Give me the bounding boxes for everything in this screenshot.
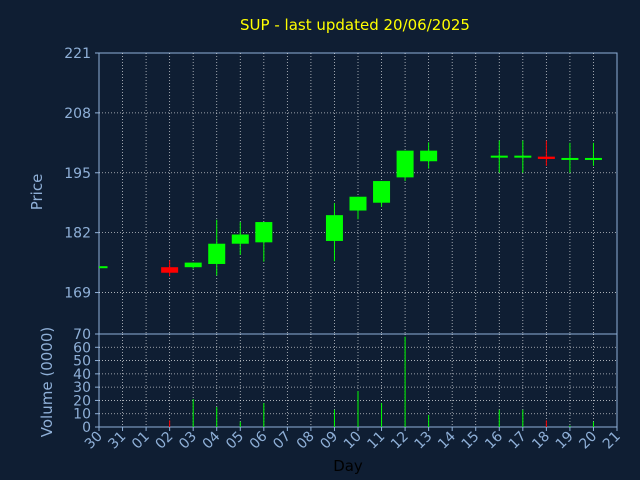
x-tick-label: 06 — [247, 428, 271, 452]
x-tick-label: 14 — [435, 428, 459, 452]
volume-y-tick-label: 50 — [73, 354, 91, 370]
candle-body — [184, 262, 202, 268]
candle-body — [99, 266, 108, 269]
candle-body — [208, 243, 226, 264]
candle-body — [349, 196, 367, 211]
x-tick-label: 03 — [176, 429, 200, 453]
candle-body — [584, 157, 602, 160]
price-candle — [208, 219, 226, 276]
price-y-tick-label: 169 — [64, 286, 91, 302]
price-candle — [231, 222, 249, 255]
price-candle — [99, 266, 108, 269]
candle-body — [490, 155, 508, 158]
x-axis-label: Day — [333, 457, 363, 475]
price-candle — [161, 260, 179, 277]
volume-y-tick-label: 0 — [82, 420, 91, 436]
x-tick-label: 08 — [294, 429, 318, 453]
chart-title: SUP - last updated 20/06/2025 — [240, 16, 470, 34]
volume-axis-label: Volume (0000) — [38, 327, 56, 437]
price-chart-panel: 169 182 195 208 221 — [64, 46, 618, 335]
x-tick-label: 11 — [364, 429, 388, 453]
candle-body — [373, 181, 391, 203]
x-tick-label: 21 — [600, 429, 624, 453]
candle-body — [325, 215, 343, 241]
price-candle — [514, 140, 532, 173]
price-y-tick-label: 182 — [64, 226, 91, 242]
volume-y-tick-label: 40 — [73, 367, 91, 383]
candle-body — [561, 157, 579, 160]
price-candle — [396, 150, 414, 182]
x-tick-label: 02 — [153, 429, 177, 453]
price-candle — [584, 142, 602, 166]
price-candle — [349, 196, 367, 220]
price-candle — [420, 142, 438, 169]
x-tick-label: 16 — [482, 428, 506, 452]
price-candle — [373, 181, 391, 207]
price-candle — [537, 140, 555, 166]
price-candle — [561, 142, 579, 173]
volume-y-tick-label: 20 — [73, 393, 91, 409]
x-tick-label: 01 — [129, 429, 153, 453]
price-y-tick-label: 221 — [64, 46, 91, 62]
price-axis-label: Price — [28, 174, 46, 211]
volume-y-tick-label: 70 — [73, 327, 91, 343]
price-candle — [255, 222, 273, 262]
volume-y-tick-label: 60 — [73, 340, 91, 356]
x-tick-label: 18 — [529, 429, 553, 453]
x-tick-label: 07 — [270, 429, 294, 453]
x-tick-label: 31 — [105, 429, 129, 453]
price-y-tick-label: 208 — [64, 106, 91, 122]
x-tick-label: 17 — [506, 429, 530, 453]
x-tick-label: 19 — [553, 429, 577, 453]
volume-chart-panel: 30 31 01 02 03 04 05 06 07 08 09 10 11 12 13 14 15 16 17 18… — [73, 327, 624, 452]
candle-body — [537, 156, 555, 159]
candle-body — [255, 222, 273, 243]
x-tick-label: 13 — [412, 429, 436, 453]
x-tick-label: 05 — [223, 429, 247, 453]
x-tick-label: 04 — [200, 428, 224, 452]
x-tick-label: 12 — [388, 429, 412, 453]
price-candle — [490, 140, 508, 173]
x-tick-label: 09 — [317, 429, 341, 453]
price-candle — [325, 203, 343, 262]
candle-body — [396, 150, 414, 178]
volume-y-tick-label: 10 — [73, 407, 91, 423]
price-candle — [184, 262, 202, 269]
x-tick-label: 20 — [576, 429, 600, 453]
price-y-tick-label: 195 — [64, 166, 91, 182]
candle-body — [420, 150, 438, 162]
candle-body — [161, 267, 179, 273]
candle-body — [231, 234, 249, 244]
volume-y-tick-label: 30 — [73, 380, 91, 396]
candle-body — [514, 155, 532, 158]
x-tick-label: 10 — [341, 429, 365, 453]
x-tick-label: 15 — [459, 429, 483, 453]
